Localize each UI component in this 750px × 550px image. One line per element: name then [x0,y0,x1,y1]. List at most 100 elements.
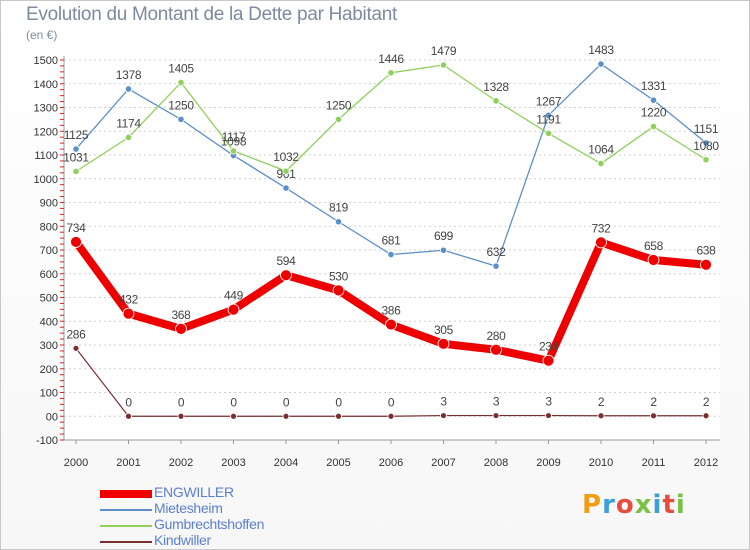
data-point [122,307,135,320]
data-point [702,139,710,147]
data-point [597,60,605,68]
data-point [282,167,290,175]
data-point [490,343,502,356]
data-point [649,122,658,131]
data-label: 3 [440,395,447,409]
x-tick-label: 2000 [64,457,88,469]
logo-letter: i [675,490,686,520]
x-tick-label: 2005 [326,457,350,469]
data-label: 530 [329,269,349,283]
logo-letter: o [615,490,635,520]
proxiti-logo: Proxiti [582,490,686,520]
y-tick-label: 200 [40,364,58,376]
data-point [280,269,292,282]
data-label: 386 [381,304,401,318]
y-tick-label: 00 [46,411,58,423]
data-label: 1031 [63,150,89,164]
data-label: 819 [329,201,349,215]
data-point [545,412,552,419]
data-point [72,145,80,153]
data-point [282,412,290,420]
data-point [440,412,447,419]
data-point [387,412,395,420]
data-point [227,303,240,316]
y-tick-label: 700 [40,245,58,257]
data-point [385,318,397,331]
legend-label: Kindwiller [154,532,211,548]
data-point [597,412,605,420]
data-label: 681 [381,234,401,248]
data-label: 449 [224,289,244,303]
data-point [544,129,553,137]
data-point [124,85,133,93]
x-tick-label: 2012 [694,457,718,469]
data-point [334,115,343,123]
data-point [387,69,395,77]
data-label: 305 [434,323,454,337]
data-label: 699 [434,229,454,243]
data-label: 368 [171,308,191,322]
data-label: 734 [66,221,86,235]
data-point [650,412,657,420]
y-tick-label: -100 [36,435,58,447]
x-tick-label: 2011 [642,457,666,469]
y-tick-label: 1000 [34,174,58,186]
y-tick-label: 800 [40,221,58,233]
data-point [542,354,555,367]
data-label: 2 [598,395,605,409]
x-tick-label: 2006 [379,457,403,469]
logo-letter: x [634,490,653,520]
legend-label: Gumbrechtshoffen [154,516,265,532]
data-label: 732 [591,221,611,235]
data-label: 0 [283,395,290,409]
y-tick-label: 1200 [34,126,58,138]
data-point [597,159,605,168]
data-point [229,147,238,155]
data-label: 594 [276,254,296,268]
data-point [647,254,660,266]
data-point [439,61,448,69]
data-point [334,218,343,226]
data-label: 432 [119,293,139,307]
data-label: 1117 [222,130,246,144]
data-point [702,156,710,164]
unit-label: (en €) [26,28,58,42]
x-tick-label: 2002 [169,457,193,469]
data-label: 234 [539,340,559,354]
y-tick-label: 1300 [34,103,58,115]
data-point [437,337,450,350]
y-tick-label: 1100 [34,150,58,162]
data-label: 0 [388,395,395,409]
logo-letter: i [652,490,663,520]
y-tick-label: 400 [40,316,58,328]
data-point [177,115,185,123]
data-label: 1191 [536,112,561,126]
legend-swatch [100,509,152,511]
x-tick-label: 2009 [536,457,560,469]
data-point [700,258,712,271]
x-tick-label: 2003 [221,457,245,469]
data-label: 1151 [694,122,719,136]
logo-letter: t [662,490,676,520]
data-point [175,322,187,335]
data-label: 0 [178,395,185,409]
data-point [492,412,500,419]
y-tick-label: 300 [40,340,58,352]
data-point [332,284,345,297]
data-point [72,167,80,175]
x-tick-label: 2007 [431,457,455,469]
data-label: 1267 [536,94,562,108]
data-point [125,412,132,420]
y-tick-label: 500 [40,293,58,305]
data-point [702,412,710,420]
data-point [492,97,500,105]
data-point [282,184,290,192]
data-label: 1080 [693,139,719,153]
data-point [230,412,237,420]
data-label: 1125 [64,128,89,142]
legend-label: Mietesheim [154,500,223,516]
data-label: 1032 [273,150,299,164]
data-label: 1328 [483,80,509,94]
data-point [492,262,500,270]
